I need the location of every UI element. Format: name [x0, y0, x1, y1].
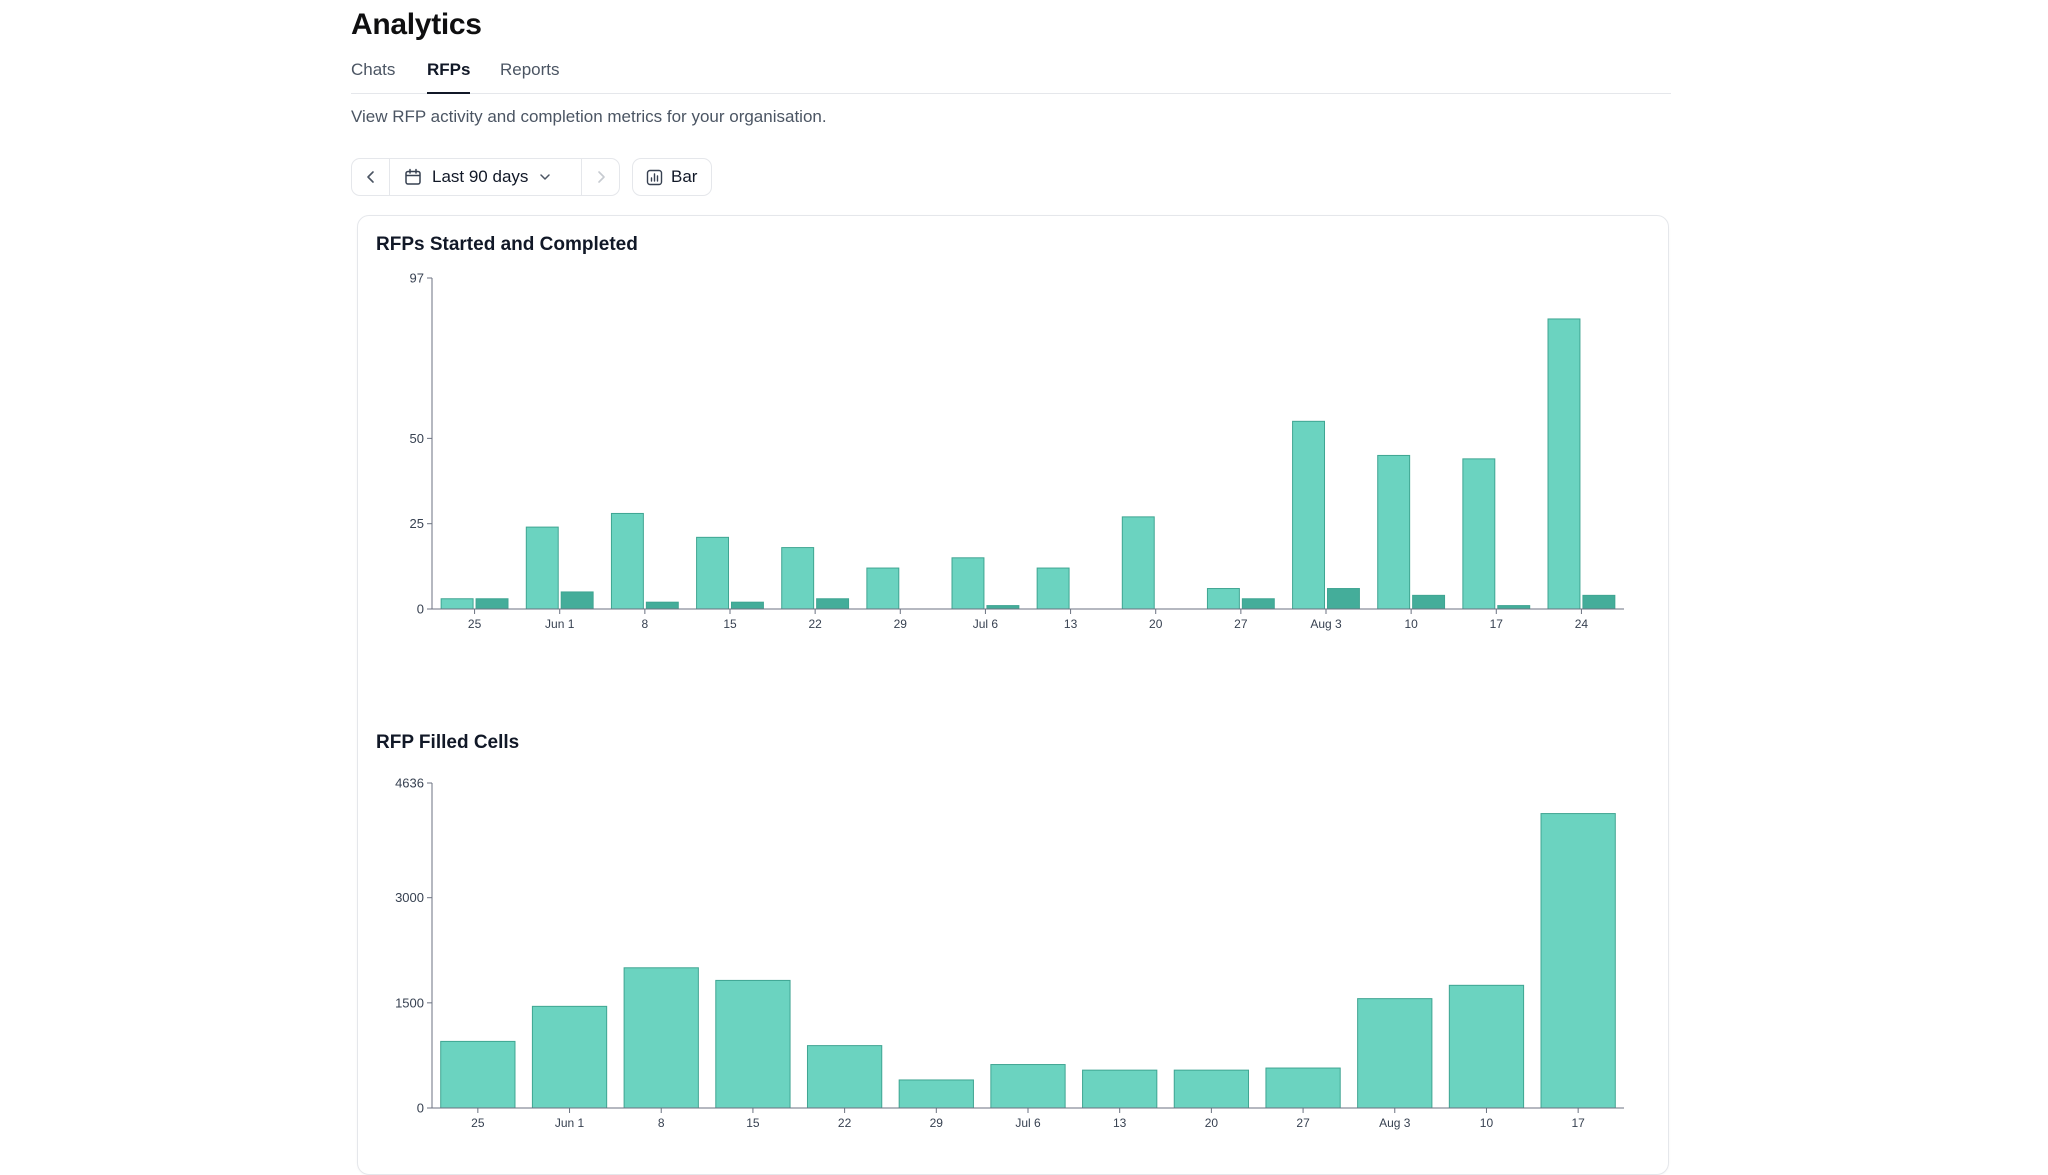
x-tick-label: Jul 6	[1015, 1116, 1041, 1130]
bar-series-0-11[interactable]	[1448, 984, 1525, 1109]
y-tick-label: 25	[410, 516, 424, 531]
x-tick-label: Jun 1	[555, 1116, 585, 1130]
y-tick-label: 97	[410, 271, 424, 286]
bar-series-0-5[interactable]	[898, 1079, 974, 1109]
date-range-label: Last 90 days	[432, 167, 529, 186]
x-tick-label: 13	[1113, 1116, 1127, 1130]
analytics-page: Analytics Chats RFPs Reports View RFP ac…	[351, 0, 1671, 1175]
bar-series-0-3[interactable]	[696, 536, 730, 610]
x-tick-label: 20	[1205, 1116, 1219, 1130]
bar-series-0-7[interactable]	[1082, 1069, 1158, 1109]
chart-title-rfp-filled-cells: RFP Filled Cells	[376, 732, 520, 753]
bar-series-0-10[interactable]	[1357, 998, 1433, 1109]
y-tick-label: 0	[417, 602, 424, 617]
page-title: Analytics	[351, 8, 482, 41]
x-tick-label: 13	[1064, 617, 1078, 631]
bar-series-1-1[interactable]	[560, 591, 594, 610]
x-tick-label: 22	[838, 1116, 852, 1130]
bar-series-0-0[interactable]	[440, 1040, 516, 1109]
date-range-select[interactable]: Last 90 days	[390, 159, 582, 195]
x-tick-label: 20	[1149, 617, 1163, 631]
date-range-control: Last 90 days	[351, 158, 620, 196]
x-tick-label: 17	[1571, 1116, 1585, 1130]
y-tick-label: 4636	[395, 776, 424, 791]
y-tick-label: 3000	[395, 890, 424, 905]
tab-chats[interactable]: Chats	[351, 60, 396, 79]
y-tick-label: 0	[417, 1101, 424, 1116]
charts-card: RFPs Started and Completed 0 25 50 97 25 Jun …	[357, 215, 1669, 1175]
page-description: View RFP activity and completion metrics…	[351, 107, 827, 126]
x-tick-label: Jun 1	[545, 617, 575, 631]
x-tick-label: Aug 3	[1310, 617, 1342, 631]
bar-series-0-13[interactable]	[1547, 318, 1581, 610]
bar-series-1-13[interactable]	[1582, 594, 1616, 610]
bar-series-0-2[interactable]	[610, 512, 644, 610]
x-tick-label: 29	[930, 1116, 944, 1130]
bar-series-0-6[interactable]	[951, 557, 985, 610]
x-tick-label: 22	[808, 617, 822, 631]
rfp-filled-cells-chart: 0 1500 3000 4636 25 Jun 1 8 15 22 29 Jul 6 13 20 27 Au…	[395, 776, 1624, 1130]
x-tick-label: 17	[1490, 617, 1504, 631]
x-tick-label: 8	[642, 617, 649, 631]
x-tick-label: 10	[1404, 617, 1418, 631]
bar-series-0-10[interactable]	[1292, 420, 1326, 610]
bar-series-0-3[interactable]	[715, 979, 791, 1109]
bar-series-1-4[interactable]	[816, 598, 850, 610]
chevron-down-icon	[540, 174, 551, 180]
bar-series-0-5[interactable]	[866, 567, 900, 610]
x-tick-label: 25	[468, 617, 482, 631]
y-tick-label: 50	[410, 431, 424, 446]
bar-series-0-9[interactable]	[1206, 588, 1240, 610]
x-tick-label: Aug 3	[1379, 1116, 1411, 1130]
bar-series-0-6[interactable]	[990, 1064, 1066, 1109]
bar-series-1-6[interactable]	[986, 605, 1020, 610]
bar-series-1-9[interactable]	[1241, 598, 1275, 610]
bar-series-0-12[interactable]	[1462, 458, 1496, 610]
bar-series-0-0[interactable]	[440, 598, 474, 610]
chevron-right-icon	[597, 171, 605, 183]
x-tick-label: 29	[894, 617, 908, 631]
bar-series-1-0[interactable]	[475, 598, 509, 610]
next-range-button[interactable]	[581, 159, 619, 195]
bar-series-0-7[interactable]	[1036, 567, 1070, 610]
bar-series-1-11[interactable]	[1412, 594, 1446, 610]
bar-series-1-2[interactable]	[645, 601, 679, 610]
bar-series-0-1[interactable]	[525, 526, 559, 610]
rfps-started-completed-chart: 0 25 50 97 25 Jun 1 8 15 22 29 Jul 6 13 20 27 Aug 3 10 1…	[410, 271, 1624, 631]
x-tick-label: 27	[1296, 1116, 1310, 1130]
tab-rfps[interactable]: RFPs	[427, 58, 471, 94]
bar-series-0-2[interactable]	[623, 967, 699, 1109]
chart-title-rfps-started-completed: RFPs Started and Completed	[376, 234, 638, 255]
x-tick-label: 24	[1575, 617, 1589, 631]
x-tick-label: 27	[1234, 617, 1248, 631]
previous-range-button[interactable]	[352, 159, 390, 195]
chart-type-label: Bar	[671, 167, 698, 186]
bar-series-0-8[interactable]	[1173, 1069, 1250, 1109]
x-tick-label: 10	[1480, 1116, 1494, 1130]
y-tick-label: 1500	[395, 995, 424, 1010]
bar-series-0-9[interactable]	[1265, 1067, 1341, 1109]
calendar-icon	[405, 168, 421, 185]
bar-series-0-1[interactable]	[531, 1005, 608, 1109]
bar-series-0-4[interactable]	[806, 1045, 883, 1109]
bar-series-0-12[interactable]	[1540, 813, 1616, 1109]
chart-type-button[interactable]: Bar	[632, 158, 712, 196]
x-tick-label: 15	[746, 1116, 760, 1130]
bar-series-1-10[interactable]	[1326, 588, 1360, 610]
bar-series-0-4[interactable]	[781, 547, 815, 610]
tab-reports[interactable]: Reports	[500, 60, 560, 79]
bar-chart-icon	[646, 169, 663, 185]
x-tick-label: 8	[658, 1116, 665, 1130]
bar-series-1-12[interactable]	[1497, 605, 1531, 610]
x-tick-label: 15	[723, 617, 737, 631]
tab-bar: Chats RFPs Reports	[351, 58, 1671, 94]
bar-series-1-3[interactable]	[730, 601, 764, 610]
x-tick-label: 25	[471, 1116, 485, 1130]
bar-series-0-8[interactable]	[1121, 516, 1155, 610]
chevron-left-icon	[366, 171, 374, 183]
x-tick-label: Jul 6	[973, 617, 999, 631]
bar-series-0-11[interactable]	[1377, 454, 1411, 610]
